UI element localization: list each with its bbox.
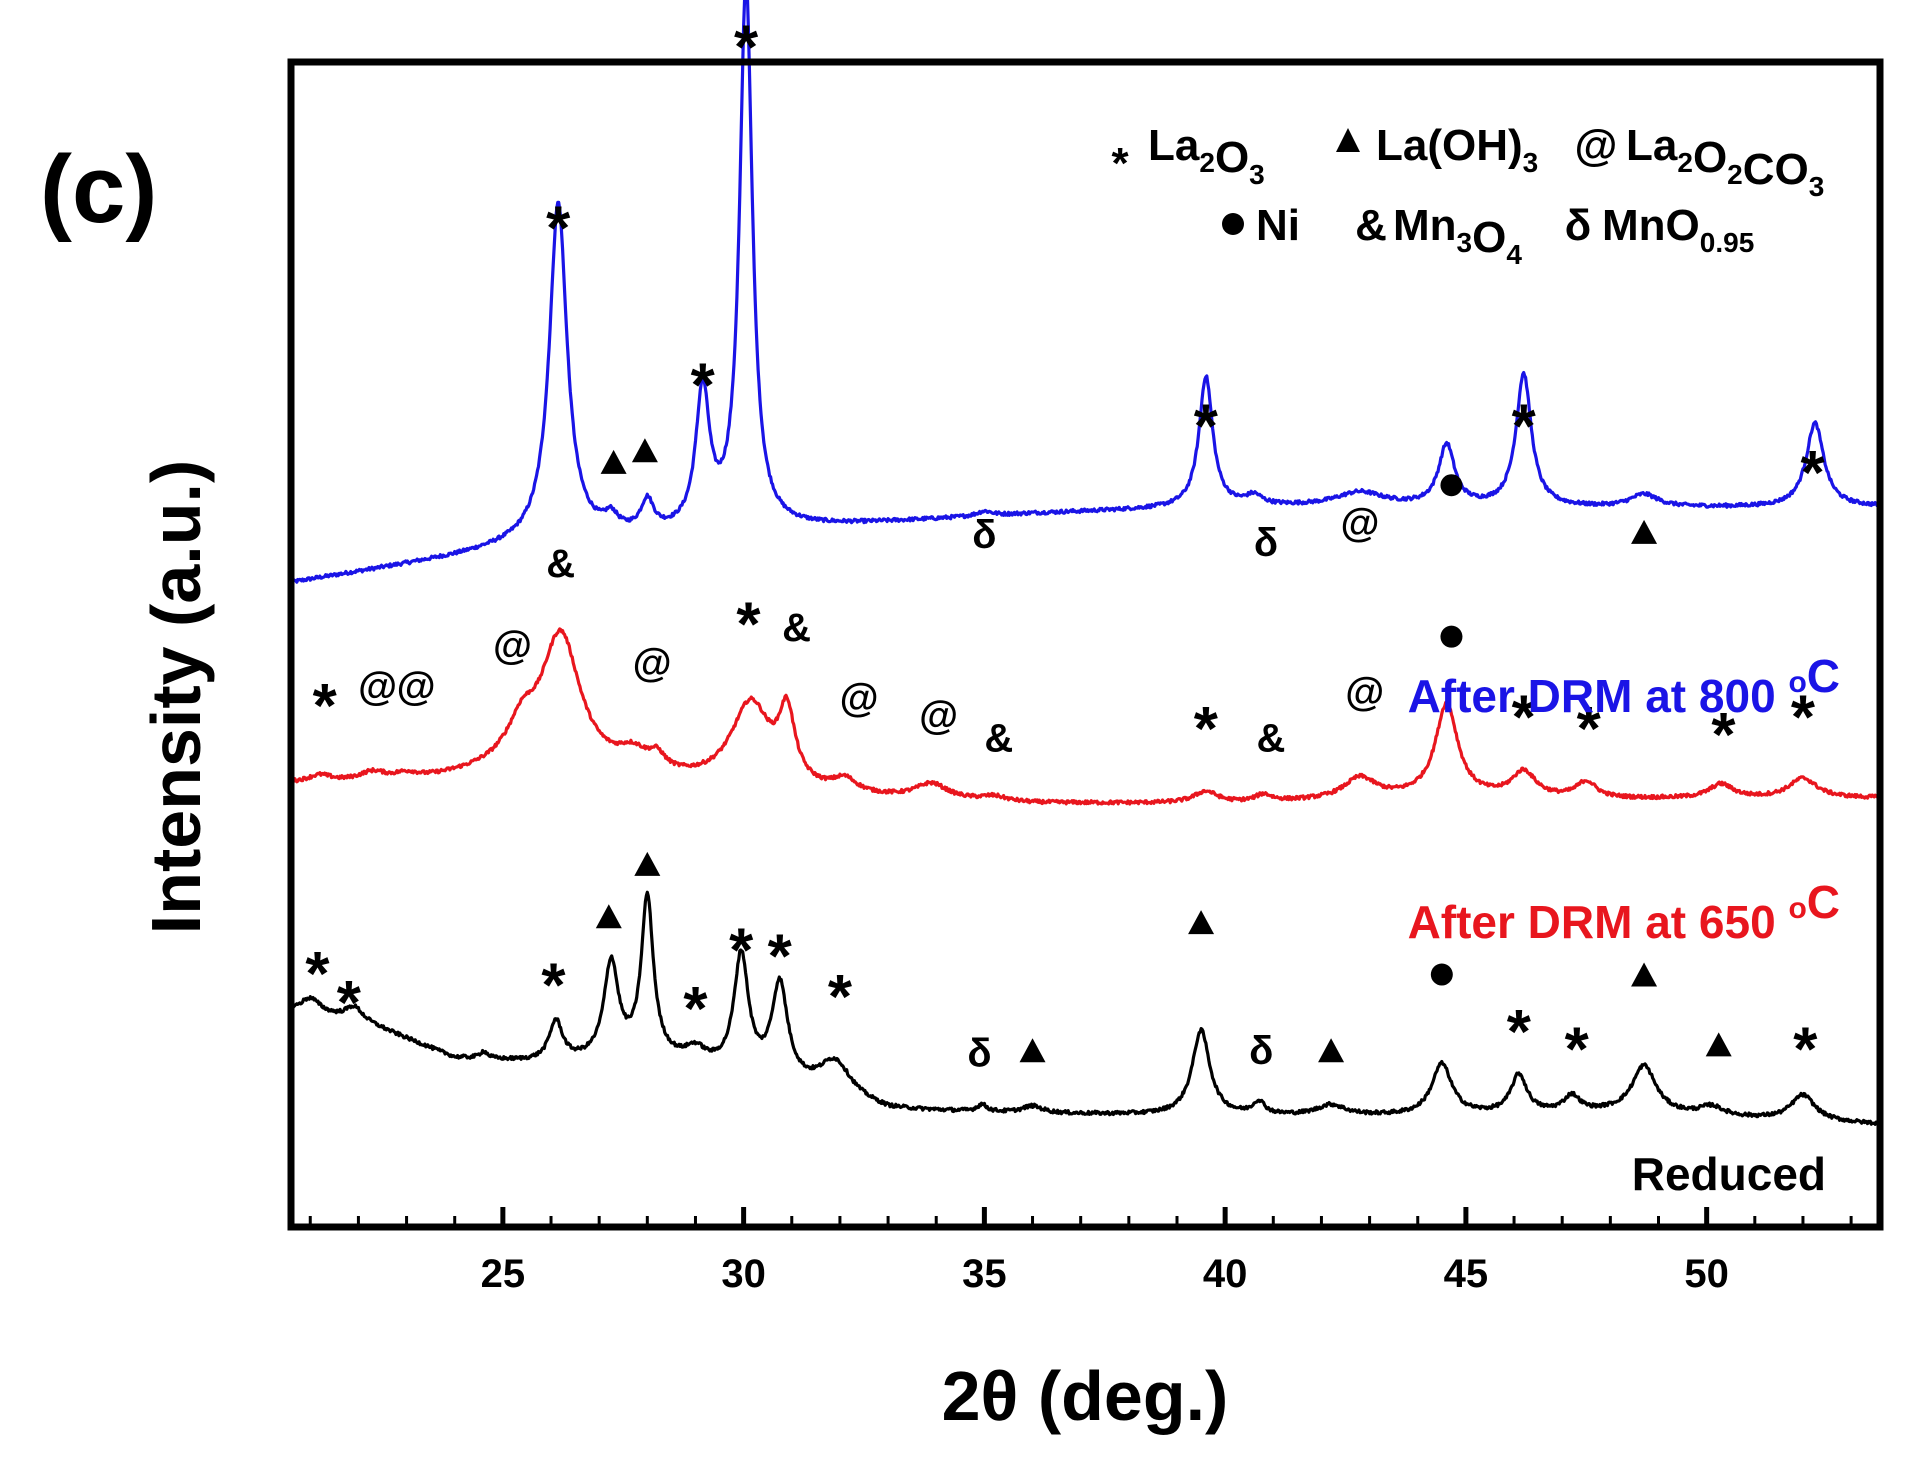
la2o3-star-marker: * [1711, 701, 1736, 770]
la2o3-star-marker: * [691, 352, 716, 421]
la2o3-star-marker: * [828, 963, 853, 1032]
la2o3-star-marker: * [729, 917, 754, 986]
la2o2co3-at-marker: @ [1345, 670, 1384, 714]
mno-delta-marker: δ [1249, 1029, 1273, 1073]
x-tick-label: 25 [481, 1252, 526, 1296]
la-oh3-triangle-marker [1631, 962, 1658, 987]
legend-dot-icon [1222, 213, 1244, 235]
la2o3-star-marker: * [768, 922, 793, 991]
la2o3-star-marker: * [541, 952, 566, 1021]
x-axis: 25 30 35 40 45 50 [308, 1207, 1853, 1296]
legend-label: Mn3O4 [1393, 201, 1522, 270]
la2o3-star-marker: * [1507, 998, 1532, 1067]
legend-entry-5: δ MnO0.95 [1565, 201, 1755, 258]
la-oh3-triangle-marker [1631, 519, 1658, 544]
legend-label: La2O2CO3 [1626, 121, 1824, 202]
la2o3-star-marker: * [1194, 695, 1219, 764]
legend-symbol: δ [1565, 201, 1592, 250]
la2o3-star-marker: * [736, 590, 761, 659]
la-oh3-triangle-marker [1188, 910, 1215, 935]
la2o3-star-marker: * [313, 672, 338, 741]
series-label-0: After DRM at 800 oC [1408, 650, 1840, 722]
ni-dot-marker [1440, 625, 1463, 648]
plot-frame [287, 58, 1884, 1231]
la2o3-star-marker: * [734, 14, 759, 83]
la-oh3-triangle-marker [634, 851, 661, 876]
mn3o4-amp-marker: & [782, 606, 811, 650]
legend-triangle-icon [1336, 128, 1360, 152]
la2o2co3-at-marker: @ [633, 641, 672, 685]
la2o3-star-marker: * [1791, 684, 1816, 753]
legend-entry-0: * La2O3 [1111, 121, 1264, 190]
legend-entry-3: Ni [1222, 201, 1300, 250]
la-oh3-triangle-marker [1318, 1038, 1345, 1063]
mn3o4-amp-marker: & [546, 542, 575, 586]
series-line-2 [289, 890, 1881, 1126]
ni-dot-marker [1440, 474, 1463, 497]
la2o3-star-marker: * [546, 194, 571, 263]
series-line-0 [289, 0, 1881, 585]
mno-delta-marker: δ [967, 1031, 991, 1075]
la2o3-star-marker: * [305, 940, 330, 1009]
series-labels: After DRM at 800 oC After DRM at 650 oC Re… [1408, 650, 1840, 1200]
y-axis-title: Intensity (a.u.) [137, 460, 215, 934]
series-line-1 [289, 627, 1882, 806]
legend-label: Ni [1256, 201, 1300, 250]
x-tick-label: 45 [1444, 1252, 1489, 1296]
x-axis-title: 2θ (deg.) [942, 1357, 1229, 1435]
la2o3-star-marker: * [1565, 1016, 1590, 1085]
la2o2co3-at-marker: @ [358, 664, 397, 708]
la2o3-star-marker: * [1577, 695, 1602, 764]
x-tick-label: 50 [1684, 1252, 1729, 1296]
legend-entry-1: La(OH)3 [1336, 121, 1538, 178]
mn3o4-amp-marker: & [984, 717, 1013, 761]
la-oh3-triangle-marker [631, 438, 658, 463]
la2o2co3-at-marker: @ [840, 676, 879, 720]
peak-annotations: ***δ*δ @*** @ @@&@* &@ @& * &@ * * * ** * * ** **δ δ * * * [305, 14, 1825, 1085]
la2o3-star-marker: * [1512, 684, 1537, 753]
la-oh3-triangle-marker [595, 904, 622, 929]
la2o2co3-at-marker: @ [1340, 501, 1379, 545]
legend-label: La(OH)3 [1376, 121, 1538, 178]
la2o2co3-at-marker: @ [397, 664, 436, 708]
mno-delta-marker: δ [972, 513, 996, 557]
panel-label: (c) [40, 136, 157, 243]
series-lines [289, 0, 1882, 1126]
legend-entry-4: & Mn3O4 [1355, 201, 1522, 270]
la2o3-star-marker: * [1793, 1016, 1818, 1085]
x-tick-label: 35 [962, 1252, 1007, 1296]
la2o3-star-marker: * [1801, 439, 1826, 508]
la-oh3-triangle-marker [1019, 1038, 1046, 1063]
x-tick-label: 30 [721, 1252, 766, 1296]
legend-symbol: @ [1575, 121, 1618, 170]
mno-delta-marker: δ [1254, 521, 1278, 565]
la2o3-star-marker: * [683, 975, 708, 1044]
la2o3-star-marker: * [1194, 392, 1219, 461]
la-oh3-triangle-marker [1705, 1032, 1732, 1057]
mn3o4-amp-marker: & [1256, 717, 1285, 761]
la2o3-star-marker: * [1512, 392, 1537, 461]
series-label-1: After DRM at 650 oC [1408, 876, 1840, 948]
series-label-2: Reduced [1632, 1148, 1826, 1200]
legend-label: MnO0.95 [1602, 201, 1754, 258]
la2o2co3-at-marker: @ [919, 693, 958, 737]
legend-entry-2: @ La2O2CO3 [1575, 121, 1825, 202]
ni-dot-marker [1430, 963, 1453, 986]
x-tick-label: 40 [1203, 1252, 1248, 1296]
la2o2co3-at-marker: @ [493, 624, 532, 668]
legend-symbol: & [1355, 201, 1387, 250]
la-oh3-triangle-marker [600, 449, 627, 474]
legend-symbol: * [1111, 139, 1129, 188]
legend-label: La2O3 [1148, 121, 1265, 190]
la2o3-star-marker: * [337, 969, 362, 1038]
